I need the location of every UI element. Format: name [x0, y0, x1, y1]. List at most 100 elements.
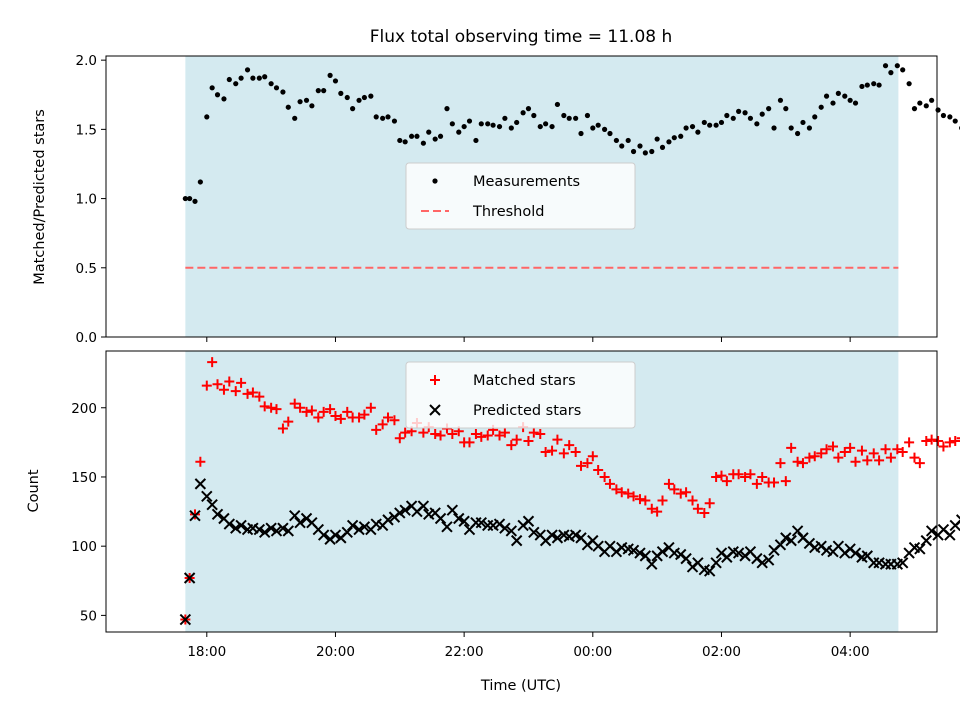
legend-label: Matched stars [473, 373, 576, 389]
data-point [496, 123, 503, 130]
data-point [695, 129, 701, 135]
data-point [602, 126, 608, 132]
data-point [669, 484, 680, 495]
data-point [236, 377, 247, 388]
x-tick-label: 02:00 [702, 644, 741, 660]
data-point [766, 106, 772, 112]
data-point [634, 494, 645, 505]
data-point [830, 100, 836, 106]
data-point [692, 503, 703, 514]
data-point [740, 471, 751, 482]
data-point [703, 565, 716, 577]
data-point [525, 106, 532, 112]
data-point [812, 114, 818, 120]
data-point [578, 130, 584, 137]
data-point [434, 512, 447, 525]
data-point [303, 97, 310, 103]
data-point [947, 114, 953, 120]
data-point [549, 123, 555, 130]
data-point [470, 429, 481, 440]
data-point [385, 114, 391, 120]
data-point [537, 123, 543, 130]
data-point [511, 434, 522, 445]
data-point [809, 451, 820, 462]
data-point [230, 386, 241, 397]
data-point [595, 122, 601, 128]
x-tick-label: 20:00 [316, 644, 355, 660]
data-point [295, 402, 306, 413]
data-point [921, 435, 932, 446]
data-point [711, 471, 722, 482]
data-point [273, 85, 280, 91]
data-point [950, 435, 960, 446]
data-point [842, 93, 848, 99]
data-point [800, 119, 806, 126]
data-point [522, 515, 535, 527]
data-point [280, 89, 286, 95]
data-point [675, 488, 686, 499]
data-point [453, 512, 465, 525]
data-point [871, 81, 877, 87]
data-point [194, 478, 207, 490]
data-point [499, 427, 510, 438]
data-point [449, 121, 455, 127]
data-point [265, 522, 277, 534]
data-point [456, 129, 462, 135]
data-point [623, 488, 634, 499]
data-point [774, 539, 787, 551]
data-point [223, 518, 236, 530]
legend-box [405, 361, 636, 429]
data-point [816, 448, 827, 459]
data-point [806, 125, 813, 131]
x-tick-label: 18:00 [187, 644, 226, 660]
data-point [256, 75, 262, 81]
legend-marker [429, 404, 441, 416]
data-point [441, 521, 453, 533]
data-point [179, 613, 192, 626]
data-point [259, 401, 270, 412]
data-point [528, 526, 540, 539]
data-point [209, 85, 215, 91]
data-point [584, 112, 591, 119]
data-point [418, 427, 429, 438]
data-point [845, 442, 856, 453]
data-point [880, 444, 891, 455]
data-point [827, 441, 838, 452]
data-point [226, 76, 232, 83]
data-point [904, 437, 915, 448]
data-point [862, 455, 873, 466]
data-point [757, 471, 768, 482]
legend: Matched stars Predicted stars [405, 361, 636, 429]
data-point [197, 179, 203, 185]
data-point [318, 406, 329, 417]
data-point [637, 143, 643, 149]
data-point [233, 81, 239, 87]
data-point [652, 506, 663, 517]
data-point [639, 550, 652, 562]
data-point [354, 412, 365, 423]
data-point [721, 476, 732, 487]
legend-marker [430, 375, 440, 385]
data-point [900, 67, 906, 73]
data-point [888, 70, 894, 76]
data-point [656, 546, 669, 558]
series-matched-stars [180, 357, 960, 625]
data-point [751, 478, 762, 489]
data-point [795, 130, 801, 137]
data-point [458, 515, 470, 527]
data-point [201, 380, 212, 391]
data-point [683, 125, 689, 131]
data-point [780, 532, 792, 544]
data-point [437, 133, 444, 139]
chart-title: Flux total observing time = 11.08 h [370, 27, 673, 47]
y-tick-label: 100 [71, 539, 97, 555]
data-point [235, 519, 247, 532]
data-point [835, 90, 841, 96]
legend-marker [432, 178, 438, 184]
data-point [733, 469, 744, 480]
data-point [849, 547, 862, 559]
data-point [944, 529, 956, 541]
top-panel: 0.0 0.5 1.0 1.5 2.0 Measurements Threshold [76, 53, 960, 346]
data-point [195, 456, 206, 467]
data-point [616, 487, 627, 498]
